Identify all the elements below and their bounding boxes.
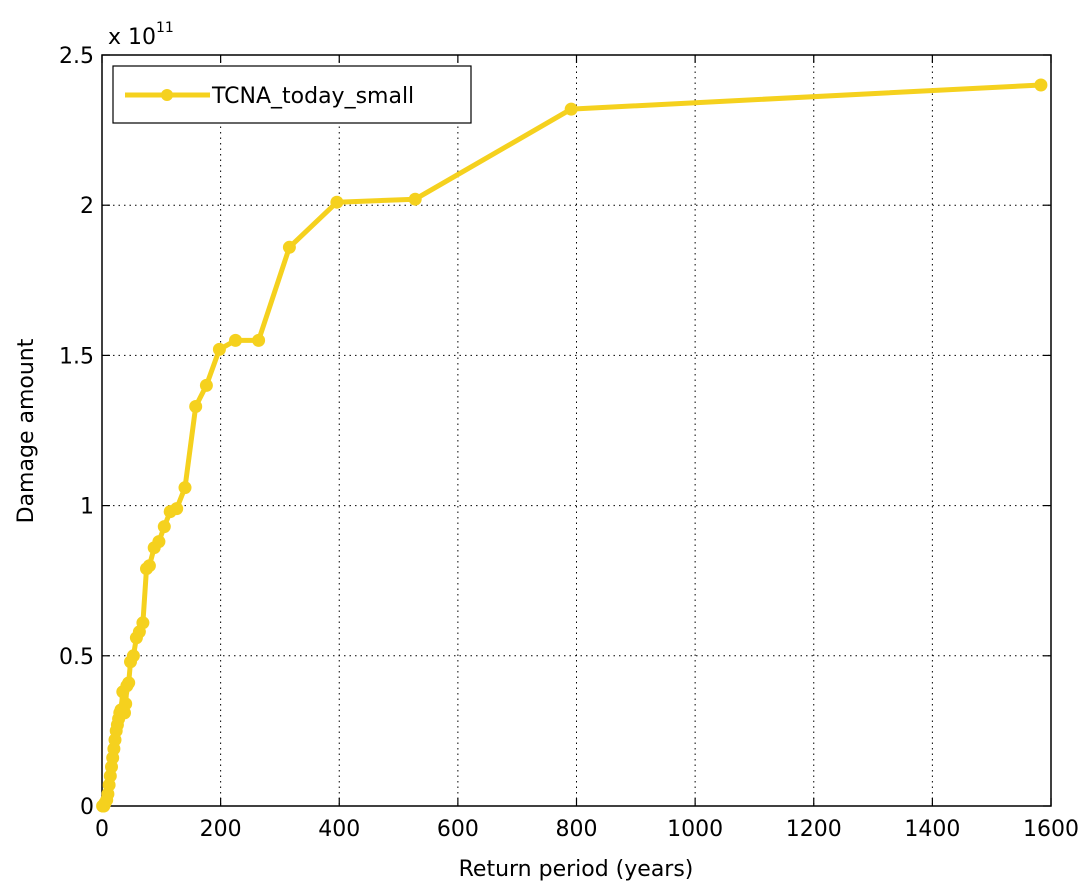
series-point bbox=[252, 333, 266, 347]
series-point bbox=[189, 400, 203, 413]
y-tick-label: 1 bbox=[80, 495, 94, 520]
series-point bbox=[178, 481, 192, 495]
y-exponent-label: x 1011 bbox=[108, 20, 174, 50]
series-point bbox=[564, 102, 578, 116]
y-tick-label: 0 bbox=[80, 795, 94, 820]
y-tick-label: 0.5 bbox=[59, 645, 94, 670]
series-point bbox=[152, 535, 166, 549]
legend: TCNA_today_small bbox=[112, 65, 472, 124]
x-tick-label: 1200 bbox=[786, 817, 842, 842]
series-point bbox=[170, 502, 184, 516]
x-tick-label: 200 bbox=[200, 817, 242, 842]
plot-area bbox=[102, 55, 1051, 806]
x-tick-label: 400 bbox=[318, 817, 360, 842]
y-tick-label: 2 bbox=[80, 194, 94, 219]
series-point bbox=[199, 378, 213, 392]
x-tick-label: 800 bbox=[556, 817, 598, 842]
x-tick-label: 600 bbox=[437, 817, 479, 842]
series-point bbox=[142, 559, 156, 573]
tick-labels: 0 200 400 600 800 1000 1200 1400 1600 0 0.5 1 1.5 2 2.… bbox=[59, 44, 1079, 842]
x-tick-label: 1400 bbox=[904, 817, 960, 842]
series-point bbox=[1034, 78, 1048, 92]
y-tick-label: 2.5 bbox=[59, 44, 94, 69]
y-tick-label: 1.5 bbox=[59, 344, 94, 369]
legend-marker-swatch bbox=[161, 89, 173, 101]
series-point bbox=[408, 192, 422, 206]
series-point bbox=[119, 697, 133, 711]
series-point bbox=[330, 195, 344, 209]
y-exponent-power: 11 bbox=[156, 20, 174, 36]
x-tick-label: 1600 bbox=[1023, 817, 1079, 842]
series-layer bbox=[96, 78, 1048, 813]
series-point bbox=[157, 520, 171, 534]
series-point bbox=[229, 333, 242, 347]
x-tick-label: 1000 bbox=[667, 817, 723, 842]
y-exponent-base: x 10 bbox=[108, 25, 156, 50]
grid-lines bbox=[102, 55, 1051, 806]
x-axis-label: Return period (years) bbox=[459, 857, 694, 882]
series-point bbox=[126, 649, 140, 663]
series-point bbox=[282, 240, 296, 254]
legend-series-label: TCNA_today_small bbox=[211, 84, 414, 109]
series-point bbox=[136, 616, 150, 630]
x-tick-label: 0 bbox=[95, 817, 109, 842]
series-point bbox=[122, 676, 136, 690]
y-axis-label: Damage amount bbox=[14, 338, 39, 523]
series-point bbox=[212, 342, 226, 356]
